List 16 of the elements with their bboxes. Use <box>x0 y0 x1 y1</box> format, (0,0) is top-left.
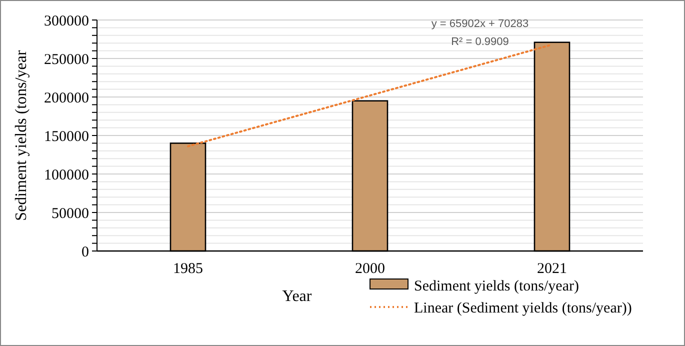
x-axis-title: Year <box>282 288 312 305</box>
y-axis-title: Sediment yields (tons/year <box>13 50 30 221</box>
legend-label: Sediment yields (tons/year) <box>414 278 579 294</box>
legend-label: Linear (Sediment yields (tons/year)) <box>414 300 632 316</box>
y-tick-label: 0 <box>82 244 89 260</box>
x-tick-label: 2021 <box>537 261 567 277</box>
x-tick-label: 2000 <box>355 261 385 277</box>
y-tick-label: 50000 <box>52 206 89 222</box>
y-tick-label: 100000 <box>44 167 89 184</box>
annotation: R² = 0.9909 <box>451 36 509 48</box>
y-tick-label: 250000 <box>44 52 89 68</box>
y-tick-label: 300000 <box>44 13 89 30</box>
x-tick-label: 1985 <box>173 261 203 277</box>
annotation: y = 65902x + 70283 <box>431 18 529 30</box>
y-tick-label: 200000 <box>44 90 89 106</box>
y-tick-label: 150000 <box>44 128 89 145</box>
